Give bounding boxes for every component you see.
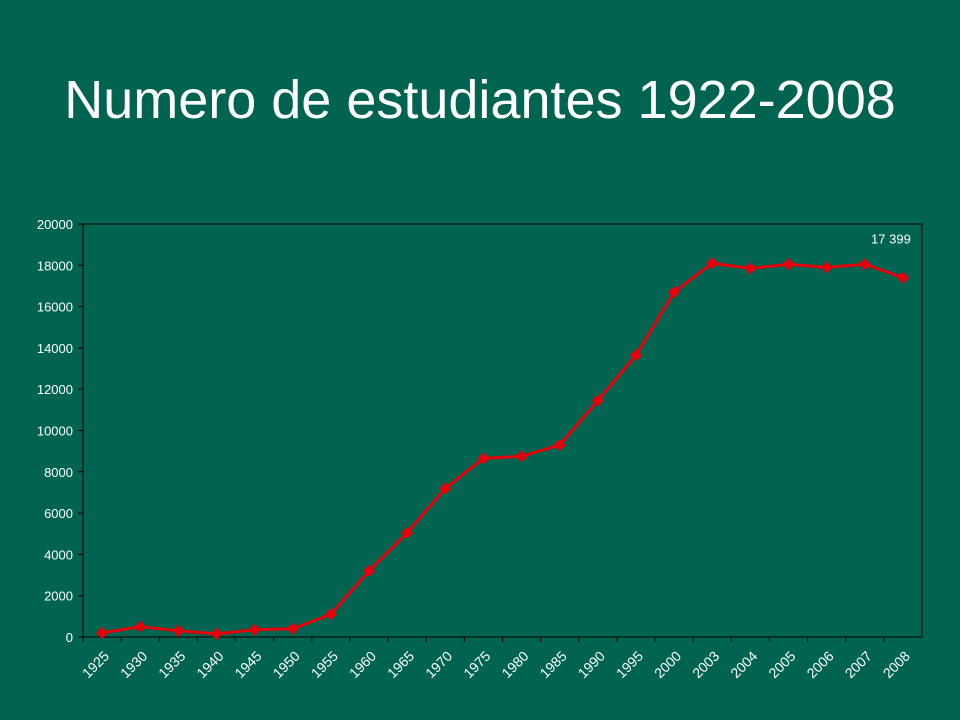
marker <box>134 620 147 633</box>
chart-title: Numero de estudiantes 1922-2008 <box>64 70 896 130</box>
marker <box>706 257 719 270</box>
marker <box>439 482 452 495</box>
y-tick-label: 4000 <box>44 547 73 562</box>
y-tick-label: 20000 <box>37 217 73 232</box>
y-tick-label: 8000 <box>44 465 73 480</box>
marker <box>324 608 337 621</box>
y-tick-label: 16000 <box>37 300 73 315</box>
y-tick-label: 6000 <box>44 506 73 521</box>
marker <box>858 258 871 271</box>
marker <box>744 262 757 275</box>
y-tick-label: 2000 <box>44 589 73 604</box>
marker <box>591 394 604 407</box>
line <box>101 261 904 636</box>
y-tick-label: 10000 <box>37 424 73 439</box>
marker <box>515 450 528 463</box>
marker <box>782 258 795 271</box>
marker <box>248 623 261 636</box>
marker <box>896 271 909 284</box>
y-tick-label: 14000 <box>37 341 73 356</box>
marker <box>172 624 185 637</box>
marker <box>629 349 642 362</box>
marker <box>210 627 223 640</box>
data-label: 17 399 <box>871 232 911 247</box>
y-tick-label: 18000 <box>37 258 73 273</box>
y-tick-label: 0 <box>66 630 73 645</box>
y-tick-label: 12000 <box>37 382 73 397</box>
marker <box>401 526 414 539</box>
marker <box>820 261 833 274</box>
marker <box>286 622 299 635</box>
marker <box>477 452 490 465</box>
marker <box>96 626 109 639</box>
marker <box>553 438 566 451</box>
marker <box>668 286 681 299</box>
marker <box>363 564 376 577</box>
